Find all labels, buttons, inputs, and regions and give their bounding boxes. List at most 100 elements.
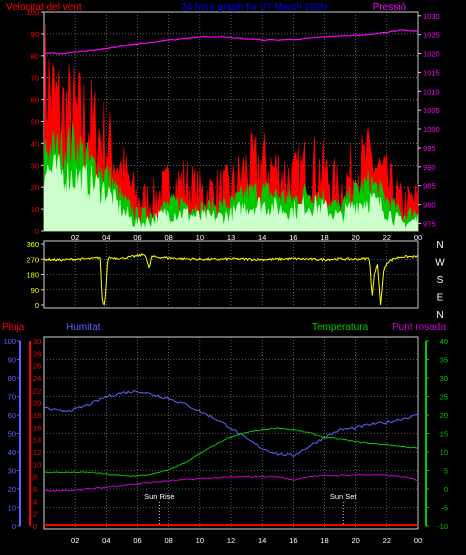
rain-y-tick-label: 0 bbox=[12, 522, 16, 531]
temp-time-tick-labels: 02 04 06 08 10 12 14 16 18 20 22 00 bbox=[71, 536, 422, 545]
temperature-series bbox=[43, 426, 419, 477]
rain-y-tick-label: 10 bbox=[8, 504, 16, 513]
temp-x-tick-label: 18 bbox=[320, 536, 328, 545]
wind-speed-tick-labels: 0 10 20 30 40 50 60 70 80 90 100 bbox=[26, 8, 44, 236]
wind-x-tick-label: 18 bbox=[320, 233, 328, 242]
wind-x-tick-label: 22 bbox=[383, 233, 391, 242]
rain-y-tick-label: 20 bbox=[8, 485, 16, 494]
pressure-y-tick-label: 1020 bbox=[423, 50, 440, 59]
humidity-axis-label: Humitat bbox=[66, 322, 101, 333]
sun-marker-label: Sun Set bbox=[330, 492, 358, 501]
wind-x-tick-label: 08 bbox=[164, 233, 172, 242]
humidity-y-tick-label: 12 bbox=[33, 448, 41, 457]
wind-time-tick-labels: 02 04 06 08 10 13 14 16 18 20 22 00 bbox=[71, 233, 422, 242]
temp-x-tick-label: 02 bbox=[71, 536, 79, 545]
temp-x-tick-label: 12 bbox=[227, 536, 235, 545]
wind-y-tick-label: 30 bbox=[31, 161, 39, 170]
humidity-y-tick-label: 10 bbox=[33, 460, 41, 469]
temperature-axis-label: Temperatura bbox=[312, 322, 369, 333]
temp-x-tick-label: 16 bbox=[289, 536, 297, 545]
temp-x-tick-label: 00 bbox=[414, 536, 422, 545]
humidity-y-tick-label: 26 bbox=[33, 362, 41, 371]
temperature-humidity-panel: 0102030405060708090100024681012141618202… bbox=[2, 322, 448, 545]
rain-y-tick-label: 30 bbox=[8, 467, 16, 476]
humidity-y-tick-label: 18 bbox=[33, 411, 41, 420]
temp-x-tick-label: 06 bbox=[133, 536, 141, 545]
wind-y-tick-label: 20 bbox=[31, 183, 39, 192]
temp-y-tick-label: 5 bbox=[444, 467, 448, 476]
sun-annotations: Sun Rise Sun Set bbox=[144, 492, 357, 526]
pressure-y-tick-label: 980 bbox=[423, 201, 436, 210]
speed-low-series bbox=[43, 153, 419, 232]
humidity-y-tick-label: 22 bbox=[33, 386, 41, 395]
rain-y-tick-label: 60 bbox=[8, 411, 16, 420]
wind-x-tick-label: 13 bbox=[227, 233, 235, 242]
direction-y-tick-label: 90 bbox=[31, 286, 39, 295]
temp-x-tick-label: 14 bbox=[258, 536, 266, 545]
humidity-y-tick-label: 0 bbox=[33, 522, 37, 531]
pressure-y-tick-label: 985 bbox=[423, 182, 436, 191]
wind-y-tick-label: 40 bbox=[31, 139, 39, 148]
temp-y-tick-label: 10 bbox=[440, 448, 448, 457]
temp-x-tick-label: 08 bbox=[164, 536, 172, 545]
temp-y-tick-label: 30 bbox=[440, 374, 448, 383]
pressure-tick-labels: 975 980 985 990 995 1000 1005 1010 1015 1020 1025 1… bbox=[418, 12, 440, 228]
direction-series-line bbox=[43, 252, 419, 306]
temp-y-tick-label: 15 bbox=[440, 430, 448, 439]
direction-series bbox=[43, 252, 419, 306]
temp-grid bbox=[44, 337, 419, 529]
direction-tick-labels: 0 90 180 270 360 bbox=[26, 240, 44, 310]
wind-y-tick-label: 70 bbox=[31, 74, 39, 83]
wind-series bbox=[43, 23, 419, 232]
pressure-y-tick-label: 1010 bbox=[423, 87, 440, 96]
humidity-y-tick-label: 2 bbox=[33, 510, 37, 519]
direction-y-tick-label: 180 bbox=[26, 271, 39, 280]
wind-y-tick-label: 60 bbox=[31, 96, 39, 105]
temp-x-tick-label: 04 bbox=[102, 536, 110, 545]
pressure-y-tick-label: 975 bbox=[423, 219, 436, 228]
pressure-series bbox=[43, 29, 419, 55]
compass-letter: S bbox=[437, 275, 444, 286]
humidity-y-tick-label: 24 bbox=[33, 374, 41, 383]
temp-y-tick-label: 25 bbox=[440, 393, 448, 402]
wind-speed-axis-label: Velocitat del vent bbox=[6, 2, 82, 13]
compass-letter: N bbox=[436, 310, 443, 321]
pressure-y-tick-label: 1030 bbox=[423, 12, 440, 21]
pressure-y-tick-label: 995 bbox=[423, 144, 436, 153]
humidity-y-tick-label: 4 bbox=[33, 497, 37, 506]
wind-x-tick-label: 14 bbox=[258, 233, 266, 242]
humidity-y-tick-label: 16 bbox=[33, 423, 41, 432]
sun-marker-label: Sun Rise bbox=[144, 492, 174, 501]
wind-x-tick-label: 00 bbox=[414, 233, 422, 242]
pressure-axis-label: Pressió bbox=[373, 2, 407, 13]
temp-x-tick-label: 20 bbox=[351, 536, 359, 545]
rain-y-tick-label: 90 bbox=[8, 356, 16, 365]
direction-y-tick-label: 0 bbox=[35, 301, 39, 310]
temp-x-tick-label: 10 bbox=[196, 536, 204, 545]
temp-y-tick-label: 40 bbox=[440, 337, 448, 346]
pressure-y-tick-label: 990 bbox=[423, 163, 436, 172]
humidity-y-tick-label: 28 bbox=[33, 349, 41, 358]
temp-y-tick-label: -5 bbox=[441, 504, 448, 513]
pressure-y-tick-label: 1025 bbox=[423, 31, 440, 40]
temp-y-tick-label: 20 bbox=[440, 411, 448, 420]
rain-y-tick-label: 40 bbox=[8, 448, 16, 457]
wind-y-tick-label: 10 bbox=[31, 205, 39, 214]
direction-y-tick-label: 360 bbox=[26, 240, 39, 249]
wind-x-tick-label: 10 bbox=[196, 233, 204, 242]
wind-x-tick-label: 06 bbox=[133, 233, 141, 242]
wind-y-tick-label: 90 bbox=[31, 30, 39, 39]
pressure-y-tick-label: 1015 bbox=[423, 68, 440, 77]
rain-y-tick-label: 50 bbox=[8, 430, 16, 439]
humidity-y-tick-label: 14 bbox=[33, 436, 41, 445]
wind-y-tick-label: 100 bbox=[26, 8, 39, 17]
temp-y-tick-label: 35 bbox=[440, 356, 448, 365]
humidity-y-tick-label: 6 bbox=[33, 485, 37, 494]
temp-y-tick-label: 0 bbox=[444, 485, 448, 494]
compass-letter: N bbox=[436, 240, 443, 251]
temp-x-tick-label: 22 bbox=[383, 536, 391, 545]
compass-letter: E bbox=[437, 293, 444, 304]
wind-x-tick-label: 16 bbox=[289, 233, 297, 242]
